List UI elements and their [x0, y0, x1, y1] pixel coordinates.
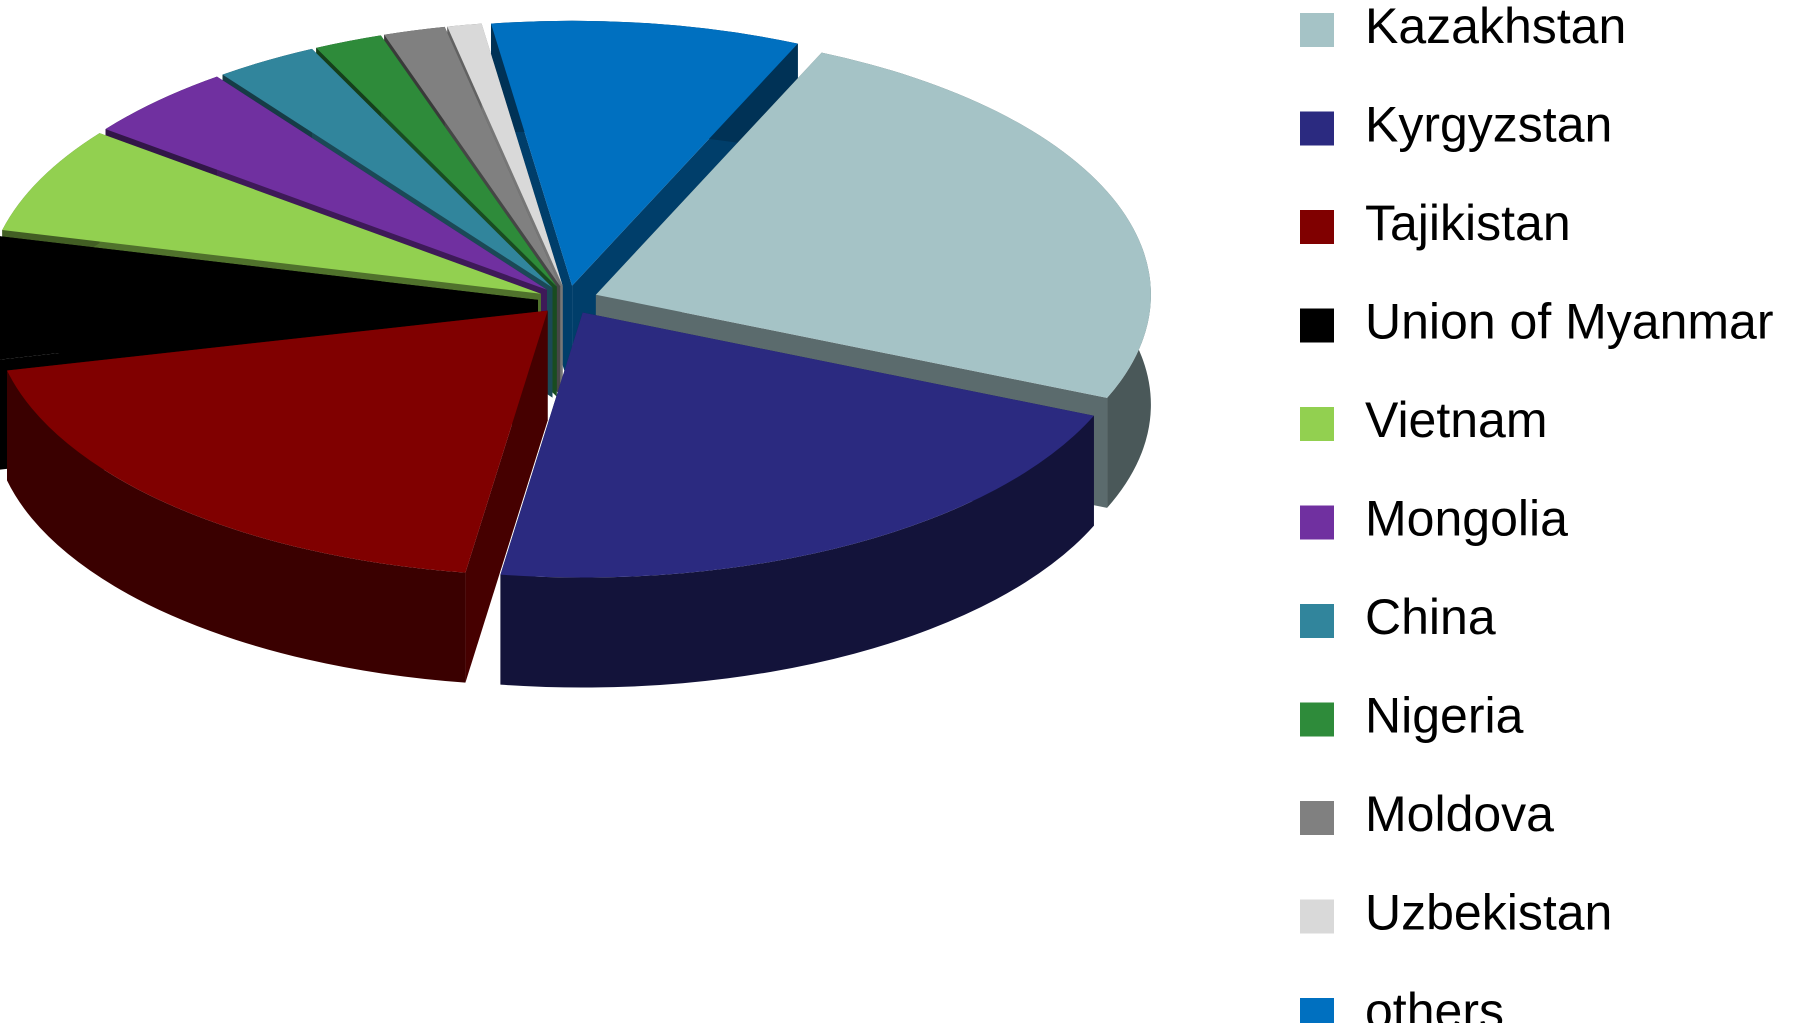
- slice: [490, 20, 798, 286]
- slice: [2, 133, 541, 294]
- legend-swatch: [1300, 407, 1334, 441]
- slice: [447, 23, 563, 286]
- legend-swatch: [1300, 111, 1334, 146]
- legend-label: China: [1365, 589, 1496, 645]
- slice: [595, 52, 1151, 398]
- legend-label: Kazakhstan: [1365, 0, 1626, 54]
- legend-label: Tajikistan: [1365, 195, 1571, 251]
- legend-label: Nigeria: [1365, 688, 1524, 744]
- legend-label: Uzbekistan: [1365, 885, 1612, 941]
- legend-label: Moldova: [1365, 786, 1554, 842]
- legend-label: Union of Myanmar: [1365, 294, 1774, 350]
- slice: [7, 310, 548, 573]
- legend-label: Kyrgyzstan: [1365, 97, 1612, 153]
- legend-swatch: [1300, 13, 1334, 47]
- legend-swatch: [1300, 702, 1334, 737]
- legend-swatch: [1300, 801, 1334, 835]
- slice-side: [7, 370, 466, 683]
- legend-swatch: [1300, 210, 1334, 244]
- slice: [105, 76, 547, 290]
- slice: [316, 35, 557, 287]
- slice: [222, 48, 553, 288]
- slice: [0, 236, 539, 360]
- slice: [384, 26, 561, 287]
- legend: Kazakhstan Kyrgyzstan Tajikistan Union of M…: [1300, 0, 1774, 1023]
- legend-swatch: [1300, 505, 1334, 540]
- slice: [500, 312, 1094, 578]
- slice-side: [500, 415, 1094, 688]
- legend-swatch: [1300, 604, 1334, 638]
- legend-label: Vietnam: [1365, 392, 1548, 448]
- legend-label: others: [1365, 983, 1504, 1023]
- legend-swatch: [1300, 998, 1334, 1023]
- legend-swatch: [1300, 308, 1334, 343]
- pie: [0, 20, 1151, 688]
- legend-label: Mongolia: [1365, 491, 1568, 547]
- legend-swatch: [1300, 899, 1334, 934]
